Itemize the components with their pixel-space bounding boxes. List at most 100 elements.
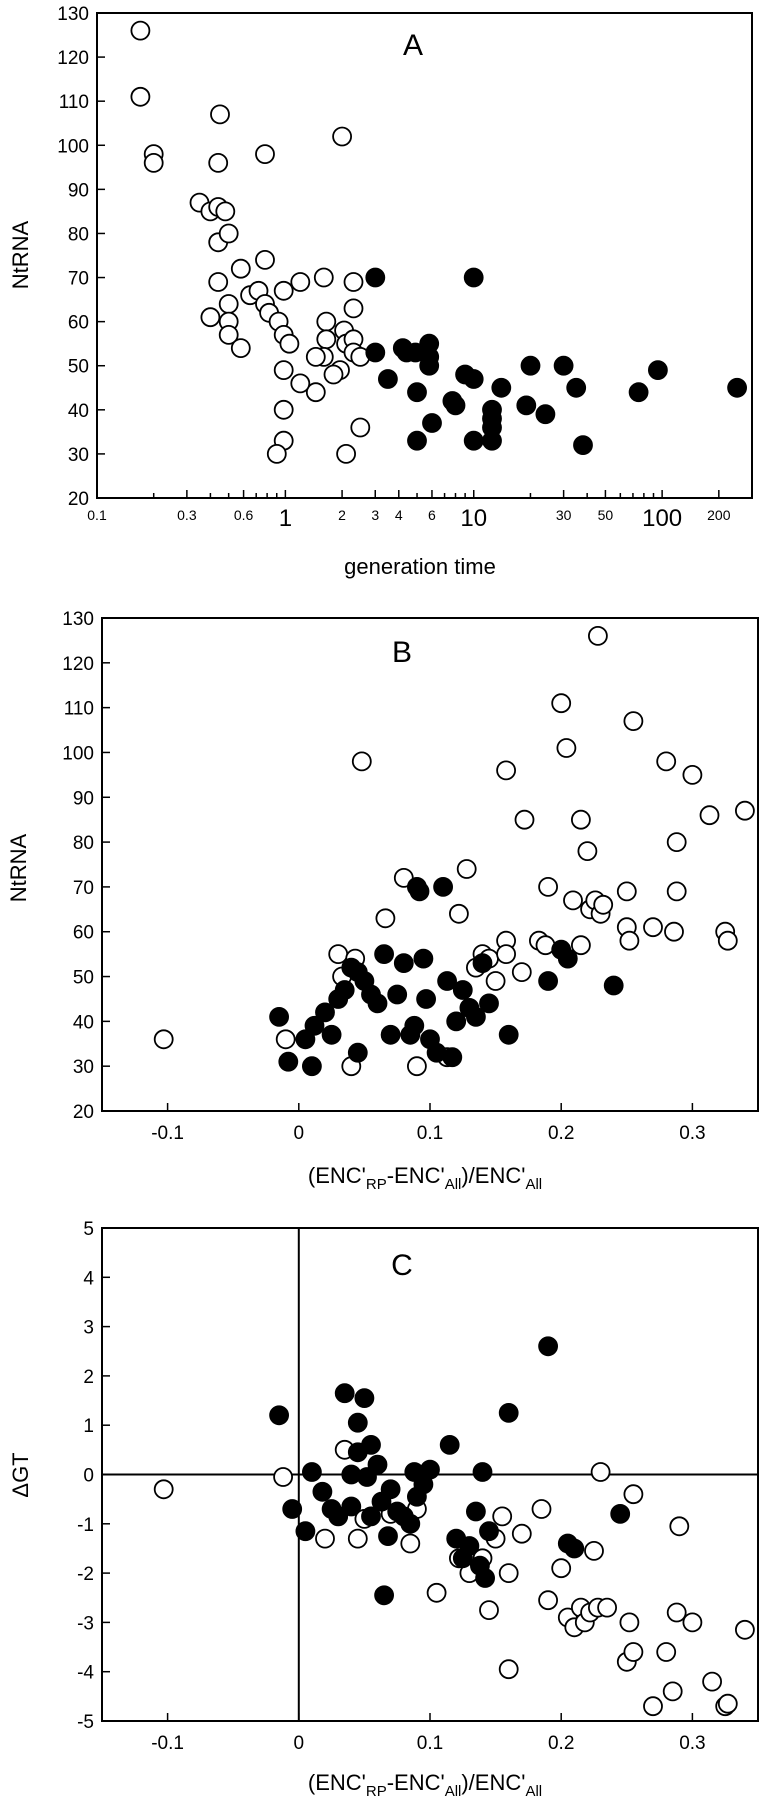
panel-b-open-point <box>511 962 532 982</box>
panel-b-filled-point <box>416 989 437 1009</box>
panel-c-filled-point <box>347 1412 368 1433</box>
panel-b-filled-point <box>472 953 493 973</box>
panel-c-x-tick-label: -0.1 <box>151 1733 184 1754</box>
panel-c-y-tick-label: -5 <box>77 1712 94 1733</box>
panel-b-open-point <box>619 930 640 951</box>
panel-b-x-tick-label: 0.3 <box>679 1123 705 1144</box>
panel-c-y-tick-label: 5 <box>83 1219 94 1240</box>
panel-b-x-tick-label: 0 <box>294 1123 305 1144</box>
panel-c-filled-point <box>341 1496 362 1517</box>
panel-b-filled-point <box>278 1051 299 1072</box>
panel-a-open-point <box>273 280 294 301</box>
panel-b-open-point <box>717 930 738 951</box>
panel-a-filled-point <box>566 377 587 398</box>
panel-b-filled-point <box>269 1007 290 1027</box>
panel-b-axis-ticks: 20 30 40 50 60 70 80 90 100 110 120 130 -0.1 0 0.1 0.2 0… <box>62 609 705 1144</box>
panel-a-open-point <box>316 311 337 332</box>
panel-a-axis-ticks: 20 30 40 50 60 70 80 90 100 110 120 130 0.1 0.3 0.6 1 2 3… <box>57 4 730 532</box>
panel-a-open-point <box>313 267 334 288</box>
panel-c-x-tick-label: 0 <box>294 1733 305 1754</box>
panel-c-open-point <box>400 1533 421 1554</box>
panel-a-y-tick-label: 30 <box>68 445 89 466</box>
panel-c-y-tick-label: 3 <box>83 1318 94 1339</box>
panel-a-open-point <box>273 360 294 381</box>
panel-b-open-point <box>656 751 677 772</box>
panel-c-open-point <box>584 1541 604 1561</box>
panel-b-filled-point <box>347 1042 368 1063</box>
panel-a-filled-point <box>365 267 386 288</box>
panel-a-x-tick-label: 2 <box>338 507 346 523</box>
panel-a-filled-point <box>535 404 556 425</box>
panel-b-y-tick-label: 30 <box>73 1057 94 1078</box>
panel-b-x-tick-label: 0.1 <box>417 1123 443 1144</box>
panel-b-open-point <box>593 894 614 915</box>
panel-a-filled-point <box>648 360 668 381</box>
panel-c-open-point <box>492 1506 513 1527</box>
panel-b-filled-point <box>295 1029 316 1050</box>
panel-c-filled-point <box>295 1521 316 1542</box>
panel-a-open-point <box>143 152 164 173</box>
panel-c-open-point <box>623 1642 644 1662</box>
panel-b-y-tick-label: 20 <box>73 1102 94 1123</box>
panel-b-filled-point <box>538 971 558 991</box>
panel-a-open-point <box>305 382 326 403</box>
panel-c-open-point <box>498 1563 519 1583</box>
panel-a-open-point <box>218 223 239 244</box>
panel-b-filled-point <box>465 1007 486 1027</box>
panel-c-filled-point <box>312 1481 333 1502</box>
panel-a-open-point <box>130 20 151 41</box>
panel-c-open-point <box>735 1619 755 1640</box>
panel-c-open-point <box>531 1499 552 1519</box>
panel-b-filled-point <box>409 881 430 902</box>
panel-c-filled-point <box>610 1504 631 1524</box>
panel-c-open-point <box>682 1612 703 1633</box>
panel-a-x-tick-label: 0.1 <box>87 507 107 523</box>
panel-b-y-tick-label: 110 <box>64 699 94 720</box>
panel-b-filled-point <box>393 953 414 973</box>
panel-b-filled-point <box>301 1056 322 1077</box>
panel-b-filled-point <box>304 1015 325 1036</box>
panel-c-open-point <box>590 1462 611 1482</box>
panel-a-open-point <box>230 338 251 359</box>
panel-b-open-point <box>538 877 558 897</box>
panel-a-x-tick-label: 10 <box>460 505 487 532</box>
panel-c-open-point <box>426 1582 447 1603</box>
panel-b-open-point <box>556 738 577 758</box>
panel-b-filled-point <box>437 971 458 991</box>
panel-c-open-point <box>702 1671 722 1692</box>
panel-a-open-point <box>273 399 294 420</box>
panel-b-y-tick-label: 80 <box>73 833 94 854</box>
panel-b-open-point <box>514 809 535 830</box>
panel-b-y-tick-label: 40 <box>73 1012 94 1033</box>
panel-a-filled-point <box>482 430 502 451</box>
panel-c: -5 -4 -3 -2 -1 0 1 2 3 4 5 -0.1 0 0.1 0.2 0.3 C (ENC'RP… <box>8 1219 759 1800</box>
panel-a-open-point <box>343 298 364 319</box>
panel-a-filled-point <box>445 395 466 416</box>
panel-b: 20 30 40 50 60 70 80 90 100 110 120 130 -0.1 0 0.1 0.2 0… <box>6 609 759 1193</box>
panel-c-filled-point <box>380 1479 401 1500</box>
panel-b-x-axis-label: (ENC'RP-ENC'All)/ENC'All <box>308 1163 542 1193</box>
panel-b-open-point <box>275 1029 296 1050</box>
panel-b-filled-point <box>433 877 454 897</box>
panel-c-open-point <box>623 1484 644 1505</box>
panel-c-open-point <box>656 1642 677 1662</box>
panel-a-open-point <box>218 294 239 314</box>
panel-b-filled-point <box>498 1024 519 1045</box>
panel-b-data-points <box>153 626 755 1077</box>
panel-a-letter: A <box>403 29 423 62</box>
panel-b-y-axis-label: NtRNA <box>6 833 31 902</box>
panel-b-y-tick-label: 90 <box>73 788 94 809</box>
panel-b-open-point <box>735 800 755 821</box>
panel-a-filled-point <box>628 382 649 403</box>
panel-a-filled-point <box>365 342 386 363</box>
panel-c-filled-point <box>498 1403 519 1423</box>
panel-c-filled-point <box>459 1536 480 1556</box>
panel-c-open-point <box>315 1528 335 1549</box>
panel-c-data-points <box>153 1336 755 1717</box>
panel-a-x-tick-label: 100 <box>642 505 682 532</box>
panel-a-y-tick-label: 110 <box>59 92 89 113</box>
panel-b-open-point <box>571 809 591 830</box>
panel-a-open-point <box>279 333 300 354</box>
panel-c-filled-point <box>361 1435 381 1455</box>
